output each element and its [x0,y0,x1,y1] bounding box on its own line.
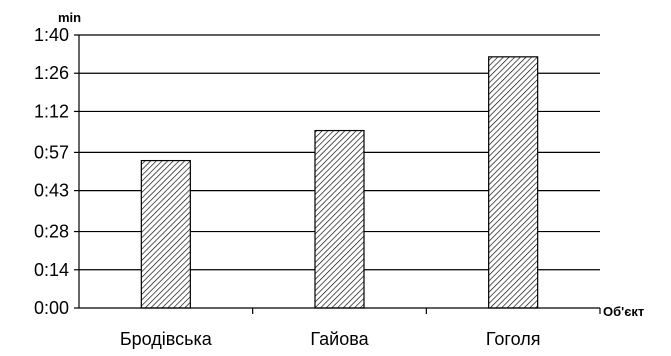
y-tick-label: 0:57 [34,142,69,162]
y-axis-unit-label: min [58,10,81,25]
y-tick-label: 1:40 [34,25,69,45]
x-axis-label: Об'єкт [603,304,644,319]
y-tick-label: 0:14 [34,260,69,280]
x-category-labels: Бродівська Гайова Гоголя [120,329,541,349]
y-tick-label: 0:28 [34,222,69,242]
y-tick-label: 0:00 [34,298,69,318]
y-tick-label: 0:43 [34,181,69,201]
x-category-label: Гоголя [486,329,541,349]
y-tick-label: 1:12 [34,101,69,121]
bar [314,129,365,309]
bar [140,159,191,309]
x-category-label: Гайова [310,329,369,349]
bar [488,56,539,309]
axes [74,34,601,314]
x-category-label: Бродівська [120,329,213,349]
y-tick-label: 1:26 [34,63,69,83]
y-tick-labels: 0:00 0:14 0:28 0:43 0:57 1:12 1:26 1:40 [34,25,69,318]
